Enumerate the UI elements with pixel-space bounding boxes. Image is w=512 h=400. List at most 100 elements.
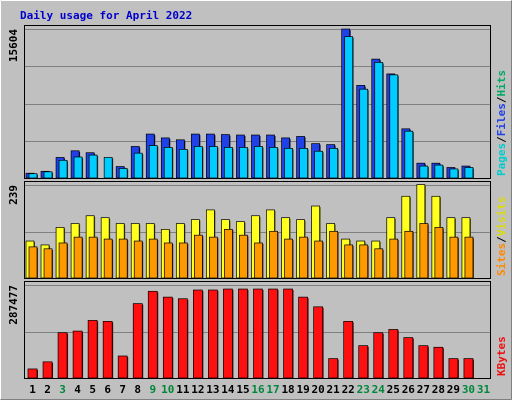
legend-files: Files xyxy=(495,103,508,136)
bar-kbytes-day-9 xyxy=(147,290,158,379)
bar-files-day-11 xyxy=(178,149,188,179)
bar-files-day-17 xyxy=(269,147,278,179)
legend-pages: Pages xyxy=(495,143,508,176)
x-tick-label: 3 xyxy=(59,383,66,396)
bar-sites-day-3 xyxy=(58,242,68,279)
bar-sites-day-25 xyxy=(389,238,399,279)
bar-files-day-30 xyxy=(464,167,474,179)
legend-hits: Hits xyxy=(495,70,508,97)
x-tick-label: 11 xyxy=(176,383,190,396)
bar-sites-day-2 xyxy=(43,248,53,279)
bar-sites-day-29 xyxy=(449,236,459,279)
bar-files-day-15 xyxy=(239,147,248,179)
x-tick-label: 24 xyxy=(372,383,386,396)
panel-legend: Pages/Files/Hits xyxy=(495,70,508,176)
x-tick-label: 26 xyxy=(402,383,416,396)
x-tick-label: 27 xyxy=(417,383,430,396)
axis-max-label: 239 xyxy=(7,185,20,205)
x-tick-label: 21 xyxy=(327,383,341,396)
bar-files-day-7 xyxy=(118,168,128,179)
bar-sites-day-30 xyxy=(464,236,474,279)
bar-sites-day-6 xyxy=(103,238,113,279)
bar-files-day-13 xyxy=(209,146,218,179)
x-tick-label: 18 xyxy=(281,383,294,396)
x-tick-label: 2 xyxy=(44,383,51,396)
x-tick-label: 30 xyxy=(462,383,475,396)
bar-files-day-26 xyxy=(404,130,414,179)
bar-kbytes-day-30 xyxy=(463,358,474,379)
x-tick-label: 16 xyxy=(251,383,265,396)
panel-legend: Sites/Visits xyxy=(495,197,508,277)
bar-kbytes-day-15 xyxy=(238,288,248,379)
bar-files-day-25 xyxy=(389,74,399,179)
bar-files-day-10 xyxy=(163,147,173,179)
bar-kbytes-day-12 xyxy=(193,289,203,379)
bar-files-day-6 xyxy=(103,157,113,179)
bar-kbytes-day-29 xyxy=(448,358,459,379)
bar-sites-day-10 xyxy=(163,242,173,279)
x-tick-label: 10 xyxy=(161,383,174,396)
bar-kbytes-day-25 xyxy=(388,329,399,379)
bar-sites-day-9 xyxy=(148,238,158,279)
chart-title: Daily usage for April 2022 xyxy=(20,9,192,22)
legend-visits: Visits xyxy=(495,197,508,237)
bar-kbytes-day-10 xyxy=(162,296,173,379)
x-tick-label: 5 xyxy=(89,383,96,396)
bar-kbytes-day-7 xyxy=(117,355,128,379)
bar-files-day-1 xyxy=(28,173,38,179)
bar-kbytes-day-3 xyxy=(57,332,68,379)
bar-kbytes-day-4 xyxy=(72,330,83,379)
bar-files-day-23 xyxy=(359,88,369,179)
bar-kbytes-day-18 xyxy=(283,288,293,379)
bar-kbytes-day-21 xyxy=(328,358,338,379)
bar-sites-day-7 xyxy=(118,238,128,279)
x-tick-label: 25 xyxy=(387,383,400,396)
bar-sites-day-11 xyxy=(178,242,188,279)
legend-separator: / xyxy=(495,236,508,243)
bar-files-day-16 xyxy=(254,146,263,179)
bar-files-day-5 xyxy=(88,154,98,179)
legend-kbytes: KBytes xyxy=(495,336,508,376)
bar-files-day-20 xyxy=(314,150,323,179)
x-tick-label: 13 xyxy=(206,383,219,396)
axis-max-label: 287477 xyxy=(7,285,20,325)
bar-sites-day-8 xyxy=(133,240,143,279)
bar-kbytes-day-26 xyxy=(403,337,414,379)
bar-files-day-12 xyxy=(194,146,203,179)
x-tick-label: 28 xyxy=(432,383,445,396)
bar-files-day-3 xyxy=(58,159,68,179)
bar-files-day-27 xyxy=(419,165,429,179)
bar-files-day-2 xyxy=(43,171,53,179)
x-tick-label: 31 xyxy=(477,383,491,396)
bar-kbytes-day-22 xyxy=(343,321,354,379)
x-tick-label: 4 xyxy=(74,383,81,396)
bar-sites-day-16 xyxy=(254,242,263,279)
bar-kbytes-day-16 xyxy=(253,288,263,379)
bar-files-day-28 xyxy=(434,164,444,179)
plot-area: 15604Pages/Files/Hits239Sites/Visits2874… xyxy=(7,25,508,396)
legend-sites: Sites xyxy=(495,243,508,276)
bar-sites-day-14 xyxy=(224,229,233,279)
bar-kbytes-day-13 xyxy=(208,289,218,379)
bar-sites-day-24 xyxy=(374,248,384,279)
bar-sites-day-18 xyxy=(284,238,293,279)
x-tick-label: 22 xyxy=(342,383,355,396)
x-tick-label: 8 xyxy=(134,383,141,396)
x-tick-label: 29 xyxy=(447,383,460,396)
panel-bottom: 287477 KBytes xyxy=(7,281,508,379)
x-tick-label: 15 xyxy=(236,383,249,396)
bar-sites-day-27 xyxy=(419,223,429,279)
x-tick-label: 12 xyxy=(191,383,204,396)
bar-sites-day-20 xyxy=(314,240,323,279)
bar-sites-day-22 xyxy=(344,244,354,279)
bar-files-day-24 xyxy=(374,62,384,179)
bar-files-day-9 xyxy=(148,145,158,179)
bar-kbytes-day-8 xyxy=(132,303,143,379)
x-tick-label: 1 xyxy=(29,383,36,396)
bar-files-day-21 xyxy=(329,148,338,179)
bar-kbytes-day-17 xyxy=(268,288,278,379)
legend-separator: / xyxy=(495,96,508,103)
bar-sites-day-15 xyxy=(239,234,248,279)
